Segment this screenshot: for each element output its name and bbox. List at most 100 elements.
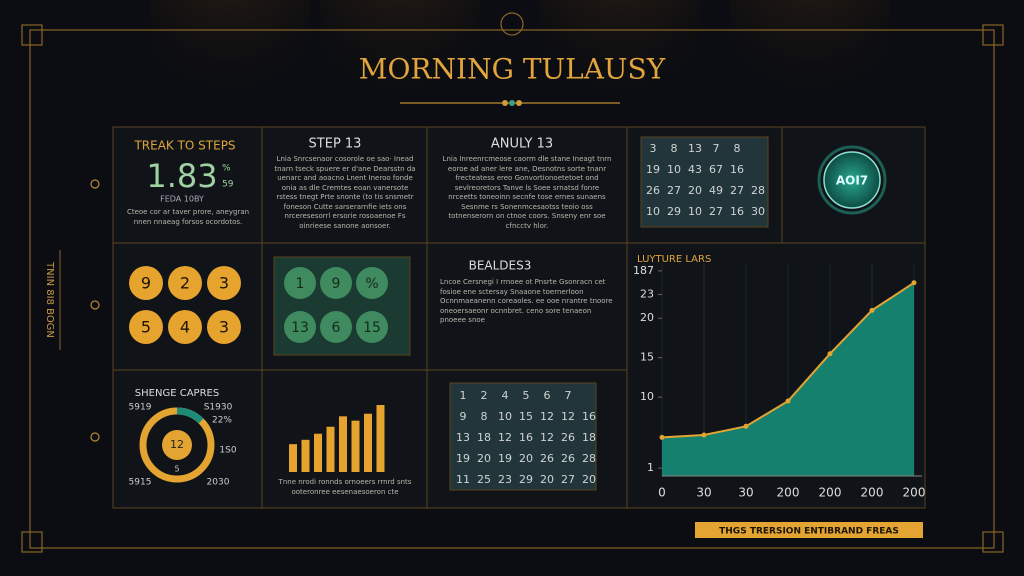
calendar-day: 4 xyxy=(502,389,509,402)
calendar-bg xyxy=(640,136,769,228)
calendar-day: 9 xyxy=(460,410,467,423)
bar xyxy=(289,444,297,472)
calendar-day: 20 xyxy=(477,452,491,465)
calendar-day: 19 xyxy=(456,452,470,465)
calendar-day: 20 xyxy=(519,452,533,465)
calendar-day: 23 xyxy=(498,473,512,486)
stat: S1930 xyxy=(204,403,233,413)
paragraph: Lnia Inreenrcmeose caorm dle stane Ineag… xyxy=(442,155,612,230)
panel-title: STEP 13 xyxy=(309,137,362,152)
x-tick-label: 200 xyxy=(819,486,842,500)
banner: THGS TRERSION ENTIBRAND FREAS xyxy=(719,527,899,537)
number-circle xyxy=(207,266,241,300)
calendar-day: 16 xyxy=(519,431,533,444)
point xyxy=(785,398,791,404)
stat: 1S0 xyxy=(219,446,236,456)
area xyxy=(662,282,914,476)
calendar-day: 49 xyxy=(709,184,723,197)
calendar-day: 8 xyxy=(734,142,741,155)
ornament-dot xyxy=(502,100,508,106)
green-number: 15 xyxy=(363,320,381,336)
calendar-day: 27 xyxy=(561,473,575,486)
paragraph: Lnia Snrcsenaor cosorole oe sao· Inead t… xyxy=(274,155,416,230)
stat: 5915 xyxy=(129,478,152,488)
x-tick-label: 200 xyxy=(861,486,884,500)
unit: % xyxy=(222,164,231,174)
calendar-day: 18 xyxy=(477,431,491,444)
bar xyxy=(376,405,385,472)
calendar-day: 19 xyxy=(498,452,512,465)
calendar-day: 15 xyxy=(519,410,533,423)
circle-number: 3 xyxy=(219,318,229,337)
calendar-day: 43 xyxy=(688,163,702,176)
stat: 2030 xyxy=(207,478,230,488)
panel-title: BEALDES3 xyxy=(469,259,532,273)
calendar-day: 8 xyxy=(671,142,678,155)
calendar-day: 16 xyxy=(582,410,596,423)
green-number: 9 xyxy=(332,276,341,292)
donut-center xyxy=(162,430,192,460)
panel-title: ANULY 13 xyxy=(491,137,553,152)
bar xyxy=(339,416,347,472)
circle-number: 4 xyxy=(180,318,190,337)
circle-number: 2 xyxy=(180,274,190,293)
green-circle xyxy=(320,267,352,299)
point xyxy=(701,432,707,438)
calendar-day: 29 xyxy=(519,473,533,486)
number-circle xyxy=(207,310,241,344)
point xyxy=(659,434,665,440)
calendar-day: 20 xyxy=(688,184,702,197)
calendar-day: 13 xyxy=(456,431,470,444)
side-label: TNIN 8I8 BOGN xyxy=(44,261,55,338)
point xyxy=(869,307,875,313)
calendar-day: 12 xyxy=(540,410,554,423)
badge xyxy=(823,151,881,209)
calendar-day: 11 xyxy=(456,473,470,486)
paragraph: Lncoe Cersnegi I rrnoee ot Pnsrte Gsonra… xyxy=(440,278,613,324)
green-circle xyxy=(284,311,316,343)
green-circle xyxy=(320,311,352,343)
calendar-day: 19 xyxy=(646,163,660,176)
donut-value: 12 xyxy=(170,438,184,451)
calendar-day: 12 xyxy=(561,410,575,423)
number-circle xyxy=(129,266,163,300)
bar xyxy=(351,420,360,472)
circle-number: 5 xyxy=(141,318,151,337)
calendar-day: 26 xyxy=(561,452,575,465)
calendar-day: 28 xyxy=(582,452,596,465)
calendar-day: 26 xyxy=(540,452,554,465)
calendar-day: 3 xyxy=(650,142,657,155)
calendar-day: 27 xyxy=(730,184,744,197)
point xyxy=(743,423,749,429)
x-tick-label: 30 xyxy=(696,486,711,500)
calendar-day: 12 xyxy=(540,431,554,444)
stat: 5919 xyxy=(129,403,152,413)
y-tick-label: 20 xyxy=(640,311,654,324)
bar xyxy=(301,439,310,472)
x-tick-label: 200 xyxy=(903,486,926,500)
circle-number: 9 xyxy=(141,274,151,293)
ornament-dot xyxy=(516,100,522,106)
paragraph: Tnne nrodi ronnds ornoeers rrnrd snts oo… xyxy=(278,478,412,496)
green-circle xyxy=(356,267,388,299)
bar xyxy=(326,426,335,472)
badge-label: AOI7 xyxy=(836,174,868,188)
calendar-day: 26 xyxy=(646,184,660,197)
point xyxy=(911,280,917,286)
green-circle xyxy=(356,311,388,343)
calendar-day: 6 xyxy=(544,389,551,402)
calendar-day: 10 xyxy=(667,163,681,176)
badge-ring xyxy=(817,145,887,215)
calendar-day: 16 xyxy=(730,163,744,176)
calendar-day: 7 xyxy=(713,142,720,155)
panel-title: TREAK TO STEPS xyxy=(133,139,235,153)
calendar-day: 1 xyxy=(460,389,467,402)
y-tick-label: 1 xyxy=(647,461,654,474)
bar xyxy=(364,413,372,472)
calendar-day: 16 xyxy=(730,205,744,218)
calendar-day: 25 xyxy=(477,473,491,486)
calendar-day: 67 xyxy=(709,163,723,176)
calendar-day: 30 xyxy=(751,205,765,218)
